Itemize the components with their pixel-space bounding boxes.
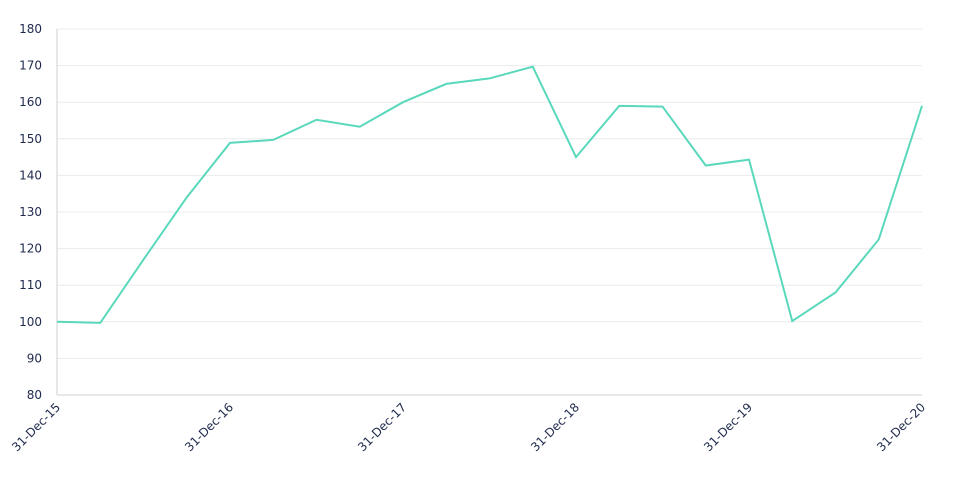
x-tick-label: 31-Dec-15 (9, 400, 63, 454)
y-tick-label: 170 (19, 59, 42, 73)
y-tick-label: 80 (27, 388, 42, 402)
y-tick-label: 160 (19, 95, 42, 109)
x-tick-label: 31-Dec-17 (355, 400, 409, 454)
x-tick-label: 31-Dec-18 (528, 400, 582, 454)
y-tick-label: 150 (19, 132, 42, 146)
y-tick-label: 140 (19, 168, 42, 182)
y-tick-label: 100 (19, 315, 42, 329)
x-tick-label: 31-Dec-20 (874, 400, 928, 454)
y-tick-label: 130 (19, 205, 42, 219)
y-tick-label: 180 (19, 22, 42, 36)
x-tick-label: 31-Dec-16 (182, 400, 236, 454)
series-line (56, 65, 923, 324)
y-tick-label: 90 (27, 351, 42, 365)
y-tick-label: 110 (19, 278, 42, 292)
y-tick-label: 120 (19, 242, 42, 256)
x-tick-label: 31-Dec-19 (701, 400, 755, 454)
